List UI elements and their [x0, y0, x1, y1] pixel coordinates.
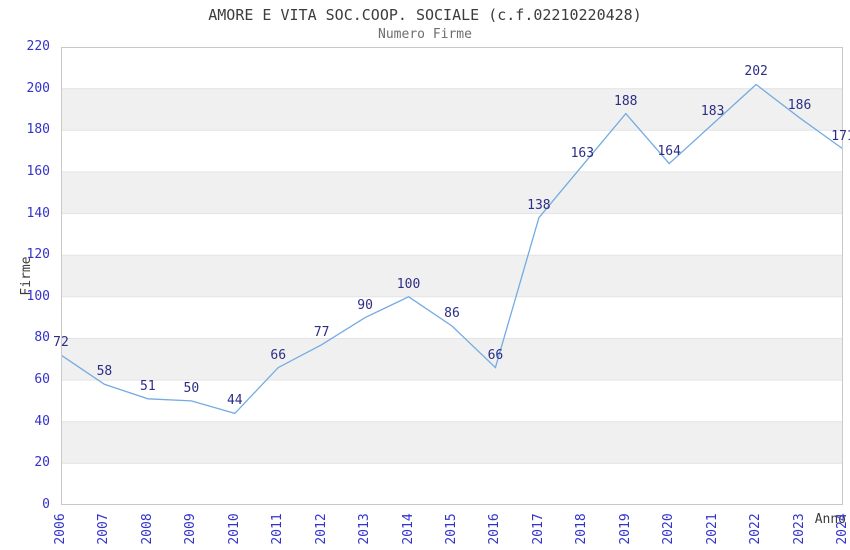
- data-point-label: 138: [527, 197, 551, 213]
- x-tick-label: 2023: [791, 513, 807, 545]
- data-point-label: 171: [831, 129, 850, 144]
- y-tick-label: 60: [34, 372, 50, 388]
- data-point-label: 188: [614, 93, 638, 109]
- data-point-label: 186: [787, 97, 812, 113]
- data-point-label: 163: [570, 145, 595, 161]
- y-tick-label: 160: [26, 163, 50, 179]
- data-point-label: 77: [313, 324, 330, 340]
- x-tick-label: 2017: [530, 513, 546, 545]
- x-tick-label: 2016: [487, 513, 503, 545]
- data-point-label: 44: [226, 393, 243, 409]
- y-tick-label: 80: [34, 330, 50, 346]
- x-tick-label: 2013: [357, 513, 373, 545]
- x-tick-label: 2021: [704, 513, 720, 545]
- x-tick-label: 2010: [226, 513, 242, 545]
- x-tick-label: 2024: [835, 513, 850, 545]
- x-tick-label: 2015: [444, 513, 459, 545]
- x-tick-label: 2009: [183, 513, 199, 545]
- data-point-label: 183: [700, 104, 725, 120]
- y-tick-label: 0: [42, 497, 50, 512]
- chart-subtitle: Numero Firme: [378, 27, 472, 42]
- data-point-label: 164: [657, 143, 681, 159]
- x-axis-label: Anno: [814, 512, 846, 527]
- x-tick-label: 2022: [748, 513, 764, 545]
- chart-title: AMORE E VITA SOC.COOP. SOCIALE (c.f.0221…: [208, 6, 642, 24]
- data-point-label: 72: [53, 335, 69, 351]
- y-tick-label: 200: [26, 80, 50, 96]
- x-tick-label: 2006: [53, 513, 68, 545]
- data-point-label: 51: [140, 378, 156, 394]
- plot-area: [61, 47, 843, 505]
- data-point-label: 66: [487, 347, 504, 363]
- data-point-label: 202: [744, 64, 768, 80]
- y-tick-label: 180: [26, 122, 50, 138]
- x-tick-label: 2007: [96, 513, 112, 545]
- y-tick-label: 20: [34, 455, 50, 471]
- x-tick-label: 2014: [400, 513, 416, 545]
- data-point-label: 58: [96, 364, 113, 380]
- x-tick-label: 2019: [617, 513, 633, 545]
- x-tick-label: 2018: [574, 513, 590, 545]
- data-point-label: 100: [396, 276, 421, 292]
- x-tick-label: 2008: [139, 513, 155, 545]
- y-tick-label: 120: [26, 247, 50, 263]
- y-tick-label: 40: [34, 413, 50, 429]
- chart-line-svg: [61, 47, 843, 505]
- y-tick-label: 100: [26, 288, 50, 304]
- data-point-label: 86: [444, 305, 460, 321]
- data-point-label: 50: [183, 380, 200, 396]
- data-point-label: 66: [270, 347, 287, 363]
- y-tick-label: 220: [26, 39, 50, 54]
- data-point-label: 90: [357, 297, 373, 313]
- x-tick-label: 2012: [313, 513, 329, 545]
- x-tick-label: 2020: [661, 513, 677, 545]
- x-tick-label: 2011: [270, 513, 286, 545]
- y-tick-label: 140: [26, 205, 50, 221]
